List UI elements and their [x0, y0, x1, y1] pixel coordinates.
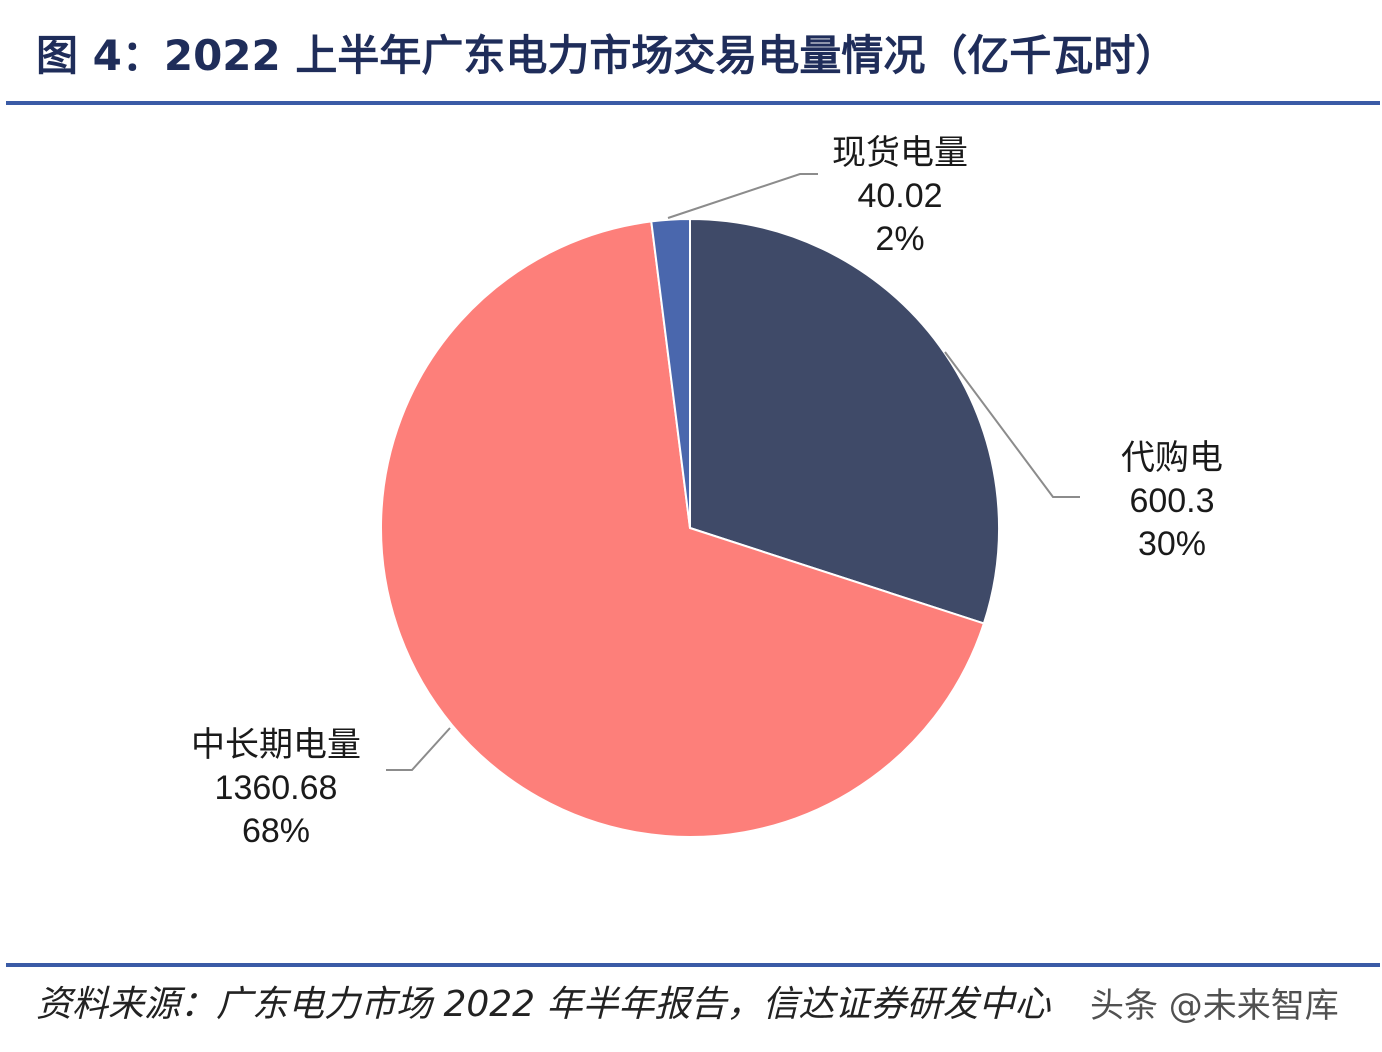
label-xian-huo: 现货电量 40.02 2%: [832, 132, 968, 261]
slice-label-percent: 2%: [875, 220, 925, 258]
slice-label-value: 40.02: [857, 177, 943, 215]
slice-label-name: 代购电: [1121, 438, 1223, 478]
label-zhong-chang-qi: 中长期电量 1360.68 68%: [191, 724, 361, 853]
source-divider: [6, 963, 1380, 967]
title-divider: [6, 101, 1380, 105]
source-note: 资料来源：广东电力市场 2022 年半年报告，信达证券研发中心: [36, 984, 1051, 1025]
leader-line-dai-gou-dian: [944, 351, 1080, 498]
leader-line-xian-huo: [667, 173, 818, 219]
slice-xian-huo: [650, 217, 691, 529]
figure-title: 图 4：2022 上半年广东电力市场交易电量情况（亿千瓦时）: [36, 31, 1178, 80]
watermark: 头条 @未来智库: [1090, 986, 1339, 1026]
label-dai-gou-dian: 代购电 600.3 30%: [1121, 437, 1223, 566]
slice-label-value: 1360.68: [214, 769, 338, 807]
slice-zhong-chang-qi: [380, 220, 986, 838]
slice-dai-gou-dian: [689, 217, 1000, 625]
slice-label-percent: 30%: [1137, 525, 1207, 563]
slice-label-name: 中长期电量: [191, 725, 361, 765]
slice-label-value: 600.3: [1129, 482, 1215, 520]
leader-line-zhong-chang-qi: [386, 727, 451, 771]
slice-label-name: 现货电量: [832, 133, 968, 173]
slice-label-percent: 68%: [241, 812, 311, 850]
